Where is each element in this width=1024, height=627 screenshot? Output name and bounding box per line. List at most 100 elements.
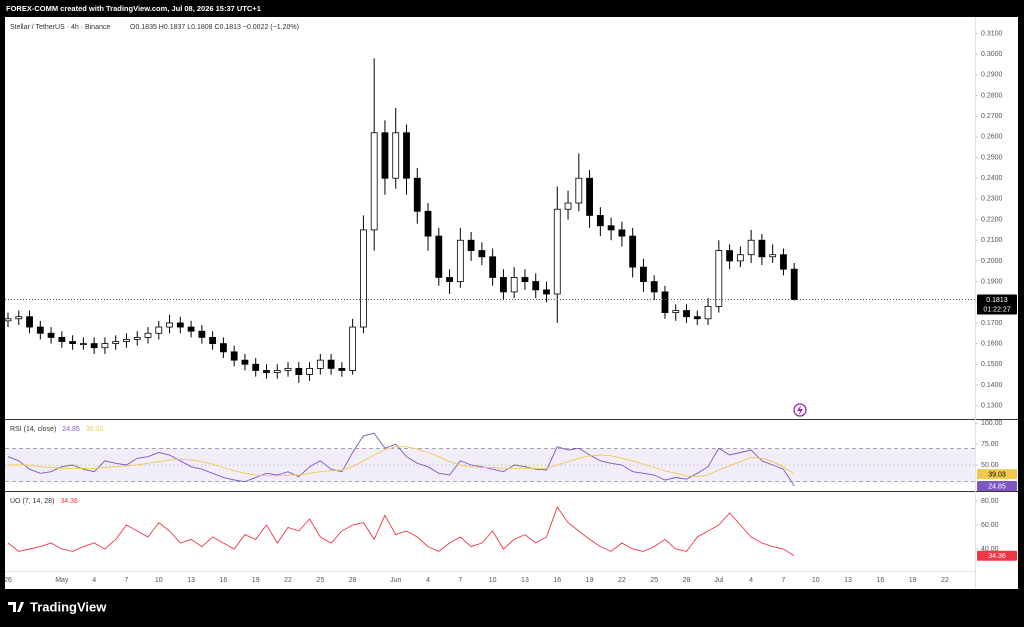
candle-body <box>219 343 227 353</box>
y-tick-label: 0.1300 <box>981 402 1003 409</box>
candle-body <box>543 289 550 295</box>
candle-body <box>618 229 626 237</box>
y-tick-label: 0.2200 <box>981 216 1003 223</box>
candle-body <box>446 277 453 282</box>
alert-bolt <box>797 405 803 415</box>
candle-body <box>47 332 55 338</box>
candle-body <box>58 336 66 342</box>
y-tick-label: 0.2900 <box>981 72 1003 79</box>
candle-body <box>316 359 324 369</box>
last-price-label: 0.1813 <box>986 297 1008 304</box>
candle-body <box>176 322 184 328</box>
x-tick-label: 16 <box>553 577 561 584</box>
last-value-label: 24.85 <box>988 483 1006 490</box>
candle-body <box>564 202 572 210</box>
candle-body <box>780 254 787 270</box>
candle-body <box>26 316 33 328</box>
ohlc-legend: O0.1835 H0.1837 L0.1808 C0.1813 −0.0022 … <box>130 24 299 31</box>
indicator-line <box>7 432 795 487</box>
x-tick-label: 7 <box>125 577 129 584</box>
candle-body <box>586 177 593 216</box>
candles <box>4 58 798 383</box>
y-tick-label: 0.3000 <box>981 51 1003 58</box>
candle-body <box>36 326 44 334</box>
candle-body <box>758 239 766 258</box>
y-tick-label: 0.2300 <box>981 196 1003 203</box>
y-tick-label: 0.2100 <box>981 237 1003 244</box>
x-tick-label: 22 <box>618 577 626 584</box>
candle-body <box>596 215 604 227</box>
y-tick-label: 0.2700 <box>981 113 1003 120</box>
x-tick-label: 10 <box>812 577 820 584</box>
x-tick-label: 13 <box>187 577 195 584</box>
legend-value: 39.03 <box>86 426 104 433</box>
candle-body <box>101 343 109 349</box>
last-value-box <box>977 480 1017 491</box>
y-tick-label: 0.2000 <box>981 258 1003 265</box>
candle-body <box>112 341 120 344</box>
x-tick-label: 10 <box>489 577 497 584</box>
candle-body <box>704 305 712 320</box>
candle-body <box>327 359 335 369</box>
candle-body <box>349 326 357 371</box>
y-tick-label: 60.00 <box>981 522 999 529</box>
candle-body <box>241 359 249 365</box>
candle-body <box>187 326 195 332</box>
candle-body <box>500 277 507 293</box>
candle-body <box>230 351 238 361</box>
y-tick-label: 0.2600 <box>981 134 1003 141</box>
candle-body <box>521 277 529 282</box>
candle-body <box>769 254 777 258</box>
x-tick-label: 28 <box>349 577 357 584</box>
candle-body <box>306 367 313 375</box>
x-tick-label: 4 <box>426 577 430 584</box>
chart-area <box>5 17 1018 589</box>
candle-body <box>381 132 389 179</box>
candle-body <box>284 367 292 371</box>
x-tick-label: 28 <box>683 577 691 584</box>
candle-body <box>133 336 141 340</box>
candle-body <box>726 250 733 262</box>
y-tick-label: 75.00 <box>981 441 999 448</box>
candle-body <box>553 208 561 295</box>
x-tick-label: 7 <box>781 577 785 584</box>
candle-body <box>295 367 303 375</box>
logo: TradingView <box>8 599 107 614</box>
candle-body <box>144 332 152 338</box>
candle-body <box>273 370 281 373</box>
last-value-label: 39.03 <box>988 471 1006 478</box>
alert-icon[interactable] <box>793 403 807 417</box>
candle-body <box>413 177 421 212</box>
y-tick-label: 0.3100 <box>981 30 1003 37</box>
logo-mark <box>8 602 24 612</box>
last-price-box <box>977 294 1017 315</box>
last-value-box <box>977 550 1017 561</box>
x-tick-label: 4 <box>92 577 96 584</box>
last-value-label: 34.36 <box>988 553 1006 560</box>
y-tick-label: 0.2400 <box>981 175 1003 182</box>
x-tick-label: 7 <box>458 577 462 584</box>
candle-body <box>198 330 206 338</box>
candle-body <box>392 132 400 179</box>
y-tick-label: 0.1600 <box>981 340 1003 347</box>
x-tick-label: 10 <box>155 577 163 584</box>
candle-body <box>478 250 486 258</box>
candle-body <box>467 239 475 251</box>
candle-body <box>456 239 464 282</box>
candle-body <box>575 177 583 204</box>
indicator-line <box>8 446 795 478</box>
x-tick-label: 19 <box>586 577 594 584</box>
indicator-title: RSI (14, close) <box>10 426 56 433</box>
x-tick-label: 16 <box>220 577 228 584</box>
candle-body <box>338 367 346 371</box>
y-tick-label: 100.00 <box>981 420 1003 427</box>
candle-body <box>166 322 173 328</box>
candle-body <box>69 341 77 344</box>
candle-body <box>640 266 647 282</box>
x-tick-label: 19 <box>909 577 917 584</box>
x-tick-label: 19 <box>252 577 260 584</box>
x-tick-label: 26 <box>4 577 12 584</box>
candle-body <box>747 239 755 256</box>
candle-body <box>607 225 615 231</box>
